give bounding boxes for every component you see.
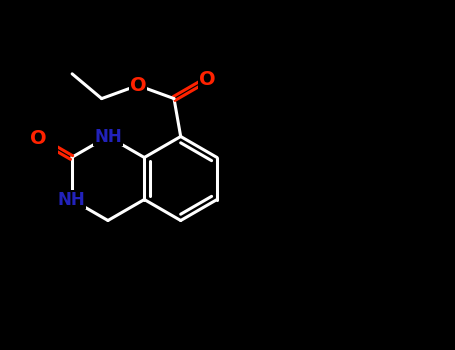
- Text: O: O: [199, 70, 216, 89]
- Text: O: O: [130, 76, 146, 95]
- Text: NH: NH: [94, 127, 122, 146]
- Text: O: O: [30, 129, 46, 148]
- Text: NH: NH: [58, 190, 86, 209]
